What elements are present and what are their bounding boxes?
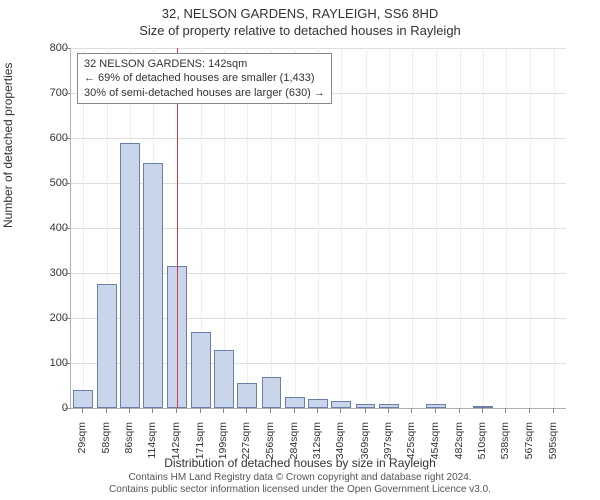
chart-container: { "title_line1": "32, NELSON GARDENS, RA… [0, 0, 600, 500]
y-tick-mark [65, 228, 70, 229]
y-tick-label: 100 [28, 357, 68, 369]
gridline-vertical [412, 48, 413, 408]
histogram-bar [262, 377, 282, 409]
x-tick-mark [246, 408, 247, 413]
x-tick-mark [365, 408, 366, 413]
x-tick-label: 86sqm [123, 422, 135, 464]
subtitle: Size of property relative to detached ho… [0, 23, 600, 38]
annotation-line: 32 NELSON GARDENS: 142sqm [84, 57, 325, 71]
y-tick-mark [65, 408, 70, 409]
x-tick-mark [223, 408, 224, 413]
x-tick-mark [482, 408, 483, 413]
histogram-bar [120, 143, 140, 409]
x-tick-label: 142sqm [170, 422, 182, 464]
x-tick-mark [459, 408, 460, 413]
x-tick-label: 58sqm [100, 422, 112, 464]
x-tick-mark [106, 408, 107, 413]
y-tick-label: 800 [28, 42, 68, 54]
histogram-bar [214, 350, 234, 409]
histogram-bar [426, 404, 446, 409]
y-tick-label: 500 [28, 177, 68, 189]
title-block: 32, NELSON GARDENS, RAYLEIGH, SS6 8HD Si… [0, 6, 600, 38]
x-tick-mark [82, 408, 83, 413]
x-tick-label: 397sqm [382, 422, 394, 464]
histogram-bar [308, 399, 328, 408]
x-tick-label: 538sqm [499, 422, 511, 464]
y-tick-label: 0 [28, 402, 68, 414]
y-tick-label: 400 [28, 222, 68, 234]
histogram-bar [191, 332, 211, 409]
annotation-line: 30% of semi-detached houses are larger (… [84, 86, 325, 100]
x-tick-label: 567sqm [523, 422, 535, 464]
x-tick-mark [505, 408, 506, 413]
y-tick-label: 200 [28, 312, 68, 324]
y-tick-mark [65, 48, 70, 49]
annotation-box: 32 NELSON GARDENS: 142sqm ← 69% of detac… [77, 53, 332, 104]
y-tick-mark [65, 273, 70, 274]
gridline-vertical [436, 48, 437, 408]
gridline-vertical [460, 48, 461, 408]
gridline-vertical [366, 48, 367, 408]
histogram-bar [379, 404, 399, 408]
x-tick-mark [152, 408, 153, 413]
y-tick-mark [65, 183, 70, 184]
x-tick-label: 595sqm [547, 422, 559, 464]
x-tick-mark [388, 408, 389, 413]
gridline-vertical [530, 48, 531, 408]
x-tick-label: 284sqm [288, 422, 300, 464]
x-tick-label: 114sqm [146, 422, 158, 464]
y-tick-mark [65, 363, 70, 364]
x-tick-mark [317, 408, 318, 413]
x-tick-mark [294, 408, 295, 413]
gridline-vertical [506, 48, 507, 408]
annotation-line: ← 69% of detached houses are smaller (1,… [84, 71, 325, 85]
histogram-bar [97, 284, 117, 408]
attribution-footer: Contains HM Land Registry data © Crown c… [0, 472, 600, 496]
x-tick-mark [129, 408, 130, 413]
x-tick-label: 29sqm [76, 422, 88, 464]
gridline-vertical [389, 48, 390, 408]
histogram-bar [73, 390, 93, 408]
address-title: 32, NELSON GARDENS, RAYLEIGH, SS6 8HD [0, 6, 600, 21]
x-tick-mark [200, 408, 201, 413]
gridline-vertical [483, 48, 484, 408]
x-tick-label: 454sqm [429, 422, 441, 464]
x-tick-label: 425sqm [405, 422, 417, 464]
x-tick-label: 171sqm [194, 422, 206, 464]
histogram-bar [285, 397, 305, 408]
x-tick-mark [270, 408, 271, 413]
y-tick-mark [65, 318, 70, 319]
histogram-bar [473, 406, 493, 408]
x-tick-mark [340, 408, 341, 413]
y-tick-mark [65, 138, 70, 139]
x-tick-label: 256sqm [264, 422, 276, 464]
y-tick-label: 600 [28, 132, 68, 144]
gridline-vertical [341, 48, 342, 408]
histogram-bar [143, 163, 163, 408]
x-tick-label: 340sqm [334, 422, 346, 464]
x-tick-mark [176, 408, 177, 413]
x-tick-mark [435, 408, 436, 413]
footer-line: Contains public sector information licen… [0, 484, 600, 496]
y-tick-mark [65, 93, 70, 94]
gridline-vertical [554, 48, 555, 408]
x-tick-mark [529, 408, 530, 413]
x-tick-mark [411, 408, 412, 413]
x-tick-label: 227sqm [240, 422, 252, 464]
x-tick-label: 369sqm [359, 422, 371, 464]
y-tick-label: 300 [28, 267, 68, 279]
y-tick-label: 700 [28, 87, 68, 99]
x-tick-label: 510sqm [476, 422, 488, 464]
x-tick-mark [553, 408, 554, 413]
x-tick-label: 482sqm [453, 422, 465, 464]
y-axis-label: Number of detached properties [1, 63, 15, 228]
footer-line: Contains HM Land Registry data © Crown c… [0, 472, 600, 484]
histogram-bar [356, 404, 376, 409]
x-tick-label: 312sqm [311, 422, 323, 464]
x-tick-label: 199sqm [217, 422, 229, 464]
histogram-bar [331, 401, 351, 408]
histogram-bar [237, 383, 257, 408]
